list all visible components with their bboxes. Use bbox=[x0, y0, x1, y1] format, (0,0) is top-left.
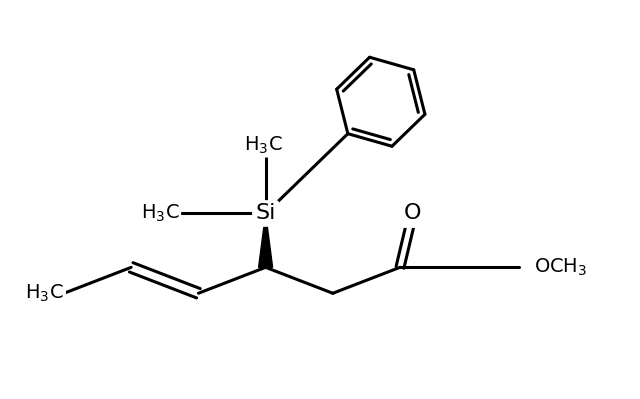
Text: $\mathsf{H_3C}$: $\mathsf{H_3C}$ bbox=[244, 134, 283, 156]
Polygon shape bbox=[259, 213, 273, 267]
Text: $\mathsf{OCH_3}$: $\mathsf{OCH_3}$ bbox=[534, 257, 588, 278]
Text: Si: Si bbox=[255, 203, 276, 223]
Text: $\mathsf{H_3C}$: $\mathsf{H_3C}$ bbox=[141, 203, 179, 224]
Text: $\mathsf{H_3C}$: $\mathsf{H_3C}$ bbox=[26, 282, 64, 304]
Text: O: O bbox=[404, 203, 422, 223]
